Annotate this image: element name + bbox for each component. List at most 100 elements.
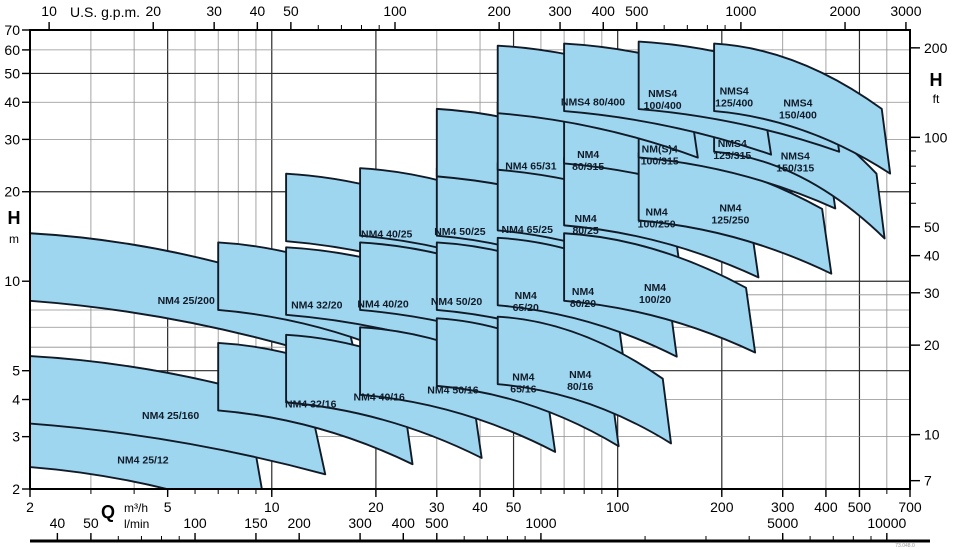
pump-label-layer: NM4 25/12 NM4 25/160 NM4 25/200 NM4 32/16 NM…	[117, 86, 817, 467]
top-axis-unit: U.S. g.p.m.	[70, 4, 140, 20]
axis-tick-label: 100	[383, 3, 407, 19]
pump-label: 80/315	[572, 161, 604, 173]
axis-tick-label: 5	[12, 363, 20, 379]
pump-label: NM4 40/16	[354, 391, 406, 403]
pump-label: 150/315	[776, 162, 814, 174]
axis-tick-label: 30	[4, 131, 20, 147]
pump-label: NM4	[577, 149, 599, 161]
axis-tick-label: 500	[425, 515, 449, 531]
bottom-axis-unit-secondary: l/min	[124, 517, 149, 531]
axis-tick-label: 40	[472, 499, 488, 515]
footer-code: 73.048.0	[895, 543, 915, 549]
pump-label: NM4	[569, 369, 591, 381]
envelope-layer	[30, 40, 892, 489]
axis-tick-label: 400	[392, 515, 416, 531]
pump-label: NM4	[646, 207, 668, 219]
axis-tick-label: 50	[83, 515, 99, 531]
pump-label: 65/16	[510, 383, 536, 395]
axis-tick-label: 1000	[725, 3, 756, 19]
axis-tick-label: 40	[4, 94, 20, 110]
pump-label: NM4 50/20	[431, 296, 483, 308]
pump-label: NM4 25/160	[142, 410, 199, 422]
pump-label: 150/400	[779, 110, 817, 122]
pump-label: 100/20	[639, 294, 671, 306]
pump-label: 80/16	[567, 381, 593, 393]
axis-tick-label: 100	[183, 515, 207, 531]
pump-label: NM4 32/16	[285, 399, 337, 411]
axis-tick-label: 3	[12, 429, 20, 445]
pump-label: NMS4	[718, 138, 747, 150]
axis-tick-label: 70	[4, 22, 20, 38]
pump-label: NMS4	[720, 86, 749, 98]
axis-tick-label: 40	[250, 3, 266, 19]
axis-tick-label: 150	[244, 515, 268, 531]
axis-tick-label: 50	[4, 65, 20, 81]
pump-label: 80/20	[570, 298, 596, 310]
pump-label: NMS4	[648, 88, 677, 100]
axis-tick-label: 300	[348, 515, 372, 531]
right-axis-symbol: H	[930, 70, 943, 90]
pump-label: 100/315	[641, 155, 679, 167]
axis-tick-label: 20	[145, 3, 161, 19]
axis-tick-label: 1000	[525, 515, 556, 531]
pump-label: NM4 65/31	[505, 161, 557, 173]
right-axis-unit: ft	[933, 92, 940, 106]
pump-label: 125/250	[711, 214, 749, 226]
axis-tick-label: 300	[771, 499, 795, 515]
pump-label: NM4	[572, 286, 594, 298]
pump-label: NMS4	[783, 98, 812, 110]
pump-label: 125/315	[713, 150, 751, 162]
axis-tick-label: 30	[429, 499, 445, 515]
pump-label: NM4	[719, 202, 741, 214]
axis-tick-label: 60	[4, 42, 20, 58]
axis-tick-label: 4	[12, 392, 20, 408]
left-axis-unit: m	[9, 232, 19, 246]
axis-tick-label: 10	[264, 499, 280, 515]
axis-tick-label: 400	[592, 3, 616, 19]
axis-tick-label: 30	[206, 3, 222, 19]
axis-tick-label: 40	[924, 248, 940, 264]
axis-tick-label: 700	[898, 499, 922, 515]
axis-tick-label: 5000	[767, 515, 798, 531]
pump-label: NM4 32/20	[291, 300, 343, 312]
axis-tick-label: 3000	[890, 3, 921, 19]
axis-tick-label: 20	[368, 499, 384, 515]
plot-frame	[29, 29, 911, 490]
axis-tick-label: 2	[26, 499, 34, 515]
pump-label: 80/25	[572, 225, 598, 237]
pump-label: NM4 50/25	[434, 226, 486, 238]
axis-tick-label: 20	[924, 337, 940, 353]
pump-label: NM4 65/25	[502, 224, 554, 236]
axis-tick-label: 500	[848, 499, 872, 515]
axis-tick-label: 2000	[829, 3, 860, 19]
axis-tick-label: 100	[606, 499, 630, 515]
pump-label: NM(S)4	[642, 143, 678, 155]
pump-label: 100/400	[644, 100, 682, 112]
bottom-axis-unit-primary: m³/h	[124, 501, 148, 515]
axis-tick-label: 200	[710, 499, 734, 515]
pump-label: NMS4 80/400	[561, 97, 625, 109]
axis-tick-label: 400	[814, 499, 838, 515]
axis-tick-label: 10	[924, 427, 940, 443]
pump-label: NM4 50/16	[427, 385, 479, 397]
pump-label: NM4 25/12	[117, 455, 169, 467]
axis-tick-label: 200	[924, 40, 948, 56]
tick-layer: 10 20 30 40 50 100 200 300 400 500 1000 2000 3000 70 6…	[4, 3, 948, 541]
pump-label: 65/20	[513, 302, 539, 314]
pump-label: 125/400	[715, 98, 753, 110]
axis-tick-label: 50	[924, 219, 940, 235]
bottom-axis-symbol: Q	[101, 502, 115, 522]
axis-tick-label: 7	[924, 473, 932, 489]
left-axis-symbol: H	[8, 208, 21, 228]
axis-tick-label: 2	[12, 481, 20, 497]
axis-tick-label: 50	[283, 3, 299, 19]
axis-tick-label: 5	[164, 499, 172, 515]
pump-label: 100/250	[638, 219, 676, 231]
axis-tick-label: 10	[4, 273, 20, 289]
pump-label: NM4 40/25	[361, 229, 413, 241]
axis-tick-label: 10000	[867, 515, 906, 531]
axis-tick-label: 20	[4, 184, 20, 200]
pump-label: NM4	[512, 371, 534, 383]
